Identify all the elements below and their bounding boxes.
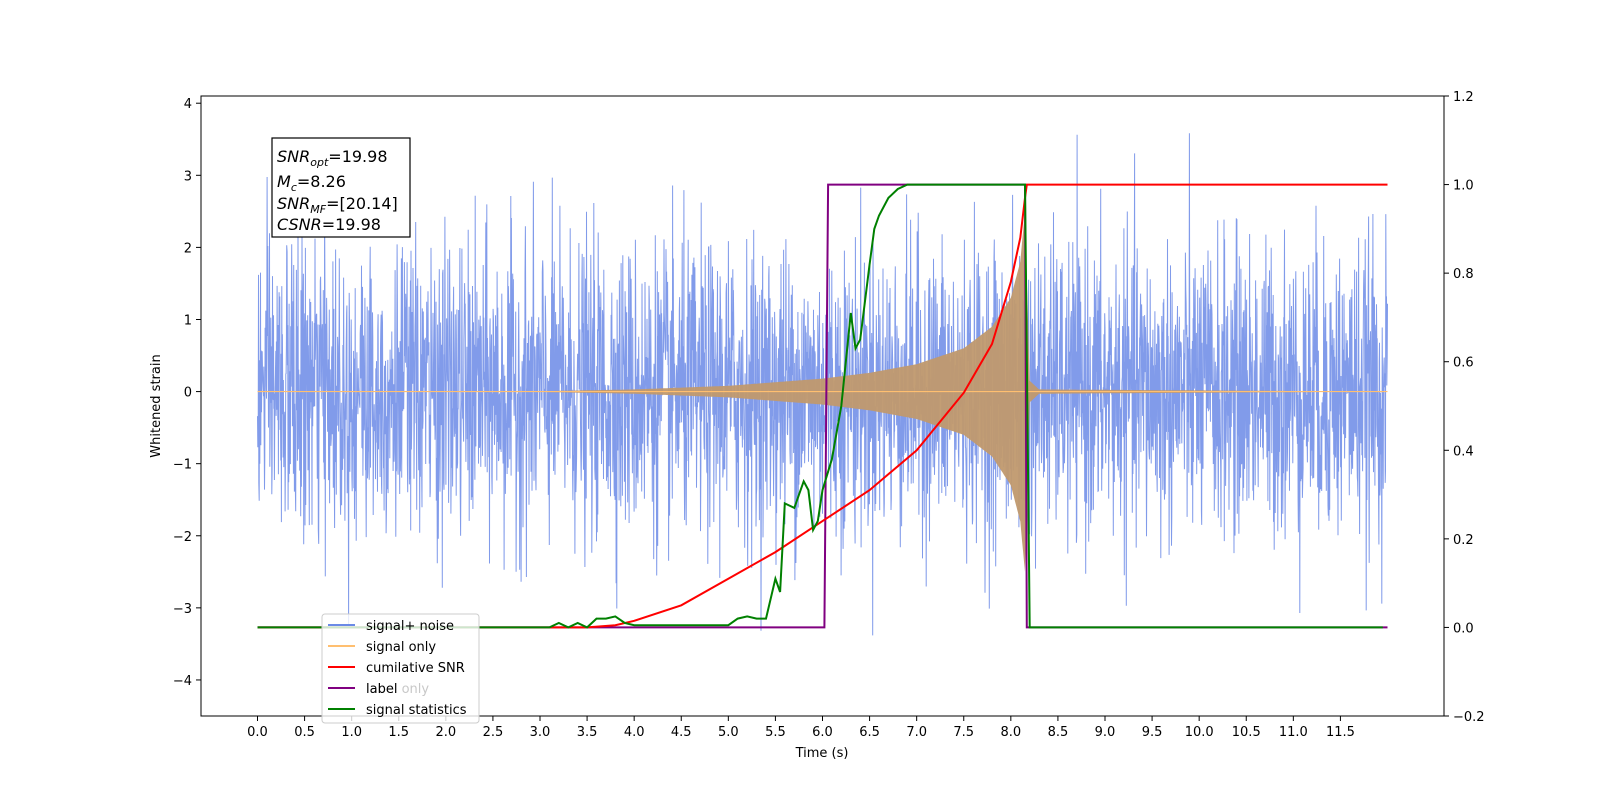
y-left-tick-label: 3 (184, 169, 192, 184)
y-left-tick-label: −2 (173, 530, 192, 545)
x-tick-label: 7.0 (906, 725, 927, 740)
legend: signal+ noise signal only cumilative SNR… (321, 613, 480, 724)
x-tick-label: 10.5 (1232, 725, 1261, 740)
y-right-tick-label: 0.4 (1453, 444, 1474, 459)
info-csnr: CSNR=19.98 (277, 215, 381, 234)
x-tick-label: 3.0 (530, 725, 551, 740)
x-tick-label: 3.5 (577, 725, 598, 740)
y-right-tick-label: 0.0 (1453, 621, 1474, 636)
y-left-tick-label: −4 (173, 674, 192, 689)
legend-item-signal-noise: signal+ noise (328, 619, 454, 634)
x-tick-label: 7.5 (953, 725, 974, 740)
legend-label-signal-noise: signal+ noise (366, 619, 454, 634)
series-line-cumilative-snr (257, 183, 1388, 629)
x-tick-label: 2.0 (435, 725, 456, 740)
info-box-frame (271, 137, 411, 238)
x-tick-label: 11.5 (1326, 725, 1355, 740)
legend-label-signal-statistics: signal statistics (366, 703, 467, 718)
y-right-tick-label: 1.0 (1453, 179, 1474, 194)
x-tick-label: 11.0 (1279, 725, 1308, 740)
y-right-tick-label: −0.2 (1453, 710, 1485, 725)
legend-label-label: label (366, 682, 397, 697)
series-line-signal-statistics (257, 183, 1383, 629)
plot-data-layer (257, 133, 1388, 636)
y-right-tick-label: 0.8 (1453, 267, 1474, 282)
x-tick-label: 0.0 (247, 725, 268, 740)
x-tick-label: 9.0 (1095, 725, 1116, 740)
y-axis-left-ticks: −4 −3 −2 −1 0 1 2 3 4 (173, 97, 201, 689)
y-right-tick-label: 0.6 (1453, 356, 1474, 371)
x-tick-label: 1.0 (341, 725, 362, 740)
info-snr-opt: SNRopt=19.98 (277, 147, 388, 169)
x-tick-label: 8.0 (1000, 725, 1021, 740)
x-tick-label: 4.5 (671, 725, 692, 740)
legend-item-signal-statistics: signal statistics (328, 703, 467, 718)
x-tick-label: 6.0 (812, 725, 833, 740)
y-left-tick-label: 0 (184, 386, 192, 401)
y-left-tick-label: 4 (184, 97, 192, 112)
x-tick-label: 9.5 (1142, 725, 1163, 740)
series-line-signal-noise (257, 133, 1388, 636)
x-axis-label: Time (s) (795, 746, 849, 761)
x-tick-label: 8.5 (1048, 725, 1069, 740)
x-tick-label: 1.5 (388, 725, 409, 740)
x-tick-label: 2.5 (483, 725, 504, 740)
y-left-tick-label: −3 (173, 602, 192, 617)
x-tick-label: 5.0 (718, 725, 739, 740)
legend-ghost-label-only: label only (366, 682, 429, 697)
legend-item-signal-only: signal only (328, 640, 436, 655)
legend-item-label: label only label (328, 682, 429, 697)
legend-label-cumilative-snr: cumilative SNR (366, 661, 465, 676)
x-tick-label: 5.5 (765, 725, 786, 740)
legend-label-signal-only: signal only (366, 640, 436, 655)
x-tick-label: 10.0 (1185, 725, 1214, 740)
x-tick-label: 0.5 (294, 725, 315, 740)
x-axis-ticks: 0.0 0.5 1.0 1.5 2.0 2.5 3.0 3.5 4.0 4.5 5.0 5.5 6.0 6… (247, 716, 1355, 740)
x-tick-label: 6.5 (859, 725, 880, 740)
legend-frame (321, 613, 480, 724)
y-left-tick-label: 2 (184, 241, 192, 256)
info-chirp-mass: Mc=8.26 (277, 172, 346, 194)
info-box: SNRopt=19.98 Mc=8.26 SNRMF=[20.14] CSNR=… (271, 137, 411, 238)
y-right-tick-label: 0.2 (1453, 533, 1474, 548)
y-right-tick-label: 1.2 (1453, 90, 1474, 105)
x-tick-label: 4.0 (624, 725, 645, 740)
legend-item-cumilative-snr: cumilative SNR (328, 661, 465, 676)
y-axis-label: Whitened strain (149, 354, 164, 457)
y-axis-right-ticks: −0.2 0.0 0.2 0.4 0.6 0.8 1.0 1.2 (1444, 90, 1485, 725)
y-left-tick-label: −1 (173, 458, 192, 473)
y-left-tick-label: 1 (184, 313, 192, 328)
info-snr-mf: SNRMF=[20.14] (277, 194, 398, 216)
